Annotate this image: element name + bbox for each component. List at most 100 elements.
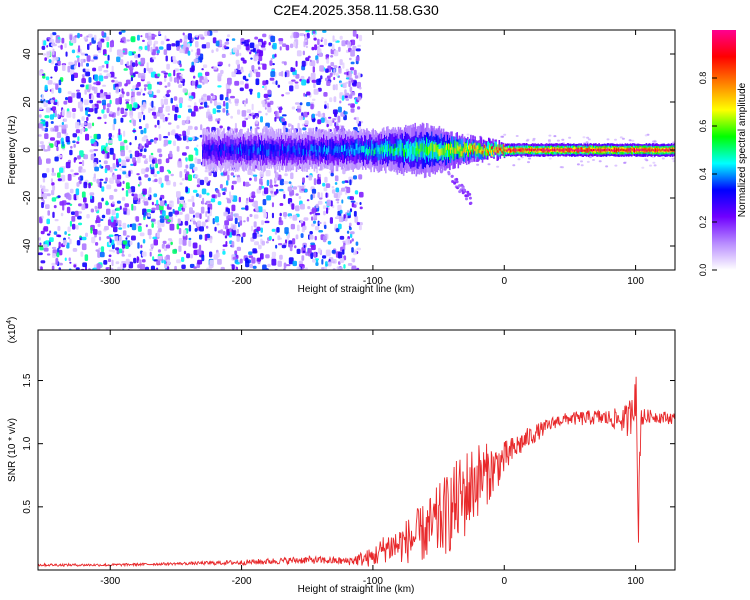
heatmap-noise-cell [81,203,86,211]
heatmap-noise-cell [101,150,106,155]
heatmap-noise-cell [320,117,325,123]
heatmap-noise-cell [38,252,43,256]
heatmap-faint-cell [586,136,590,139]
heatmap-noise-cell [278,243,283,246]
heatmap-noise-cell [304,39,308,42]
heatmap-noise-cell [126,235,130,238]
heatmap-noise-cell [219,125,223,129]
heatmap-noise-cell [119,53,124,58]
heatmap-ridge-cell [543,148,546,151]
heatmap-noise-cell [71,108,77,112]
heatmap-noise-cell [135,84,139,89]
heatmap-noise-cell [124,108,129,111]
heatmap-faint-cell [598,160,602,163]
heatmap-noise-cell [94,74,99,82]
heatmap-ridge-cell [520,148,523,152]
heatmap-noise-cell [143,148,147,153]
heatmap-ridge-cell [257,147,260,154]
heatmap-noise-cell [158,227,162,233]
heatmap-ridge-cell [448,143,450,157]
heatmap-ridge-cell [461,145,464,157]
heatmap-noise-cell [354,75,359,79]
heatmap-noise-cell [103,160,108,165]
heatmap-noise-cell [213,100,218,106]
heatmap-noise-cell [44,115,50,119]
heatmap-noise-cell [50,178,53,183]
heatmap-faint-cell [587,138,591,141]
heatmap-noise-cell [251,65,255,71]
heatmap-noise-cell [319,44,324,47]
heatmap-noise-cell [112,163,116,169]
heatmap-noise-cell [57,172,61,178]
heatmap-noise-cell [195,137,199,140]
heatmap-noise-cell [44,133,49,139]
heatmap-ridge-cell [553,148,555,152]
heatmap-noise-cell [201,95,206,102]
heatmap-noise-cell [95,242,99,246]
heatmap-ridge-cell [644,148,647,151]
heatmap-noise-cell [43,101,48,108]
heatmap-noise-cell [135,87,140,91]
heatmap-ridge-cell [545,148,548,151]
heatmap-noise-cell [187,199,192,202]
heatmap-noise-cell [137,264,140,269]
heatmap-noise-cell [271,228,276,232]
heatmap-ridge-cell [509,148,511,151]
heatmap-noise-cell [351,265,357,270]
heatmap-noise-cell [132,85,136,92]
heatmap-noise-cell [255,115,258,119]
heatmap-noise-cell [78,45,81,53]
heatmap-noise-cell [220,69,224,74]
heatmap-noise-cell [137,53,141,58]
heatmap-noise-cell [278,38,284,42]
heatmap-noise-cell [51,106,57,112]
heatmap-ridge-cell [522,148,525,154]
heatmap-ridge-cell [490,146,492,153]
heatmap-noise-cell [316,59,319,64]
heatmap-faint-cell [631,139,635,142]
heatmap-noise-cell [357,96,362,101]
heatmap-ridge-cell [313,143,316,150]
heatmap-noise-cell [115,212,119,219]
heatmap-noise-cell [154,139,157,144]
heatmap-ridge-cell [299,145,302,153]
heatmap-noise-cell [121,254,125,257]
heatmap-noise-cell [352,30,357,37]
heatmap-noise-cell [81,243,87,251]
heatmap-noise-cell [167,131,171,136]
heatmap-noise-cell [315,55,319,61]
heatmap-noise-cell [274,172,279,178]
heatmap-noise-cell [174,265,177,270]
heatmap-noise-cell [141,137,147,142]
heatmap-ridge-cell [507,148,510,151]
heatmap-noise-cell [156,53,159,56]
heatmap-tail-cell [460,183,464,187]
heatmap-noise-cell [332,84,336,91]
heatmap-ridge-cell [284,146,286,154]
heatmap-ridge-cell [503,146,506,152]
heatmap-ridge-cell [244,146,246,153]
heatmap-faint-cell [619,136,623,139]
heatmap-noise-cell [167,113,170,116]
heatmap-noise-cell [284,227,289,234]
heatmap-noise-cell [148,90,153,95]
heatmap-noise-cell [250,57,253,60]
heatmap-noise-cell [283,262,287,269]
heatmap-noise-cell [52,128,55,132]
heatmap-ridge-cell [666,148,669,151]
heatmap-noise-cell [140,88,143,93]
heatmap-noise-cell [150,243,154,248]
heatmap-noise-cell [336,72,339,77]
heatmap-noise-cell [111,201,115,205]
heatmap-noise-cell [307,248,312,254]
heatmap-ridge-cell [368,149,370,156]
heatmap-ridge-cell [250,145,253,152]
heatmap-noise-cell [358,126,362,132]
heatmap-noise-cell [151,218,156,222]
heatmap-noise-cell [42,173,47,178]
heatmap-ridge-cell [300,150,303,157]
heatmap-noise-cell [255,120,259,125]
heatmap-noise-cell [88,77,92,83]
heatmap-ridge-cell [373,149,375,156]
heatmap-noise-cell [43,226,49,232]
